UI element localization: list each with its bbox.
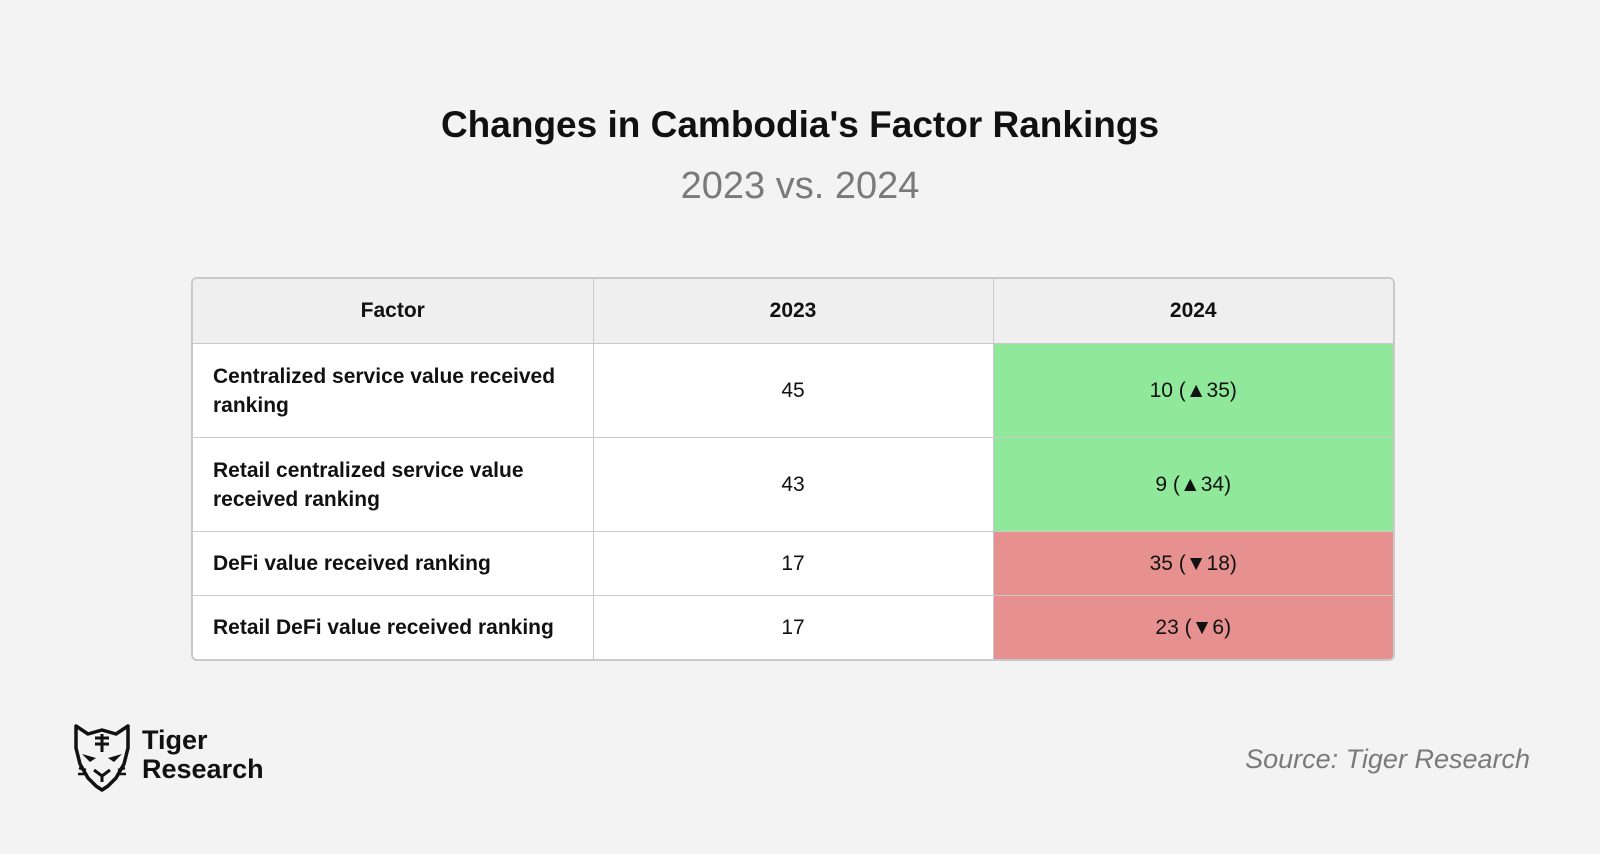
tiger-head-icon bbox=[74, 724, 130, 792]
brand-logo: Tiger Research bbox=[70, 722, 300, 792]
value-2024-cell: 10 (▲35) bbox=[992, 343, 1393, 438]
factor-cell: Centralized service value received ranki… bbox=[193, 343, 594, 438]
brand-name-line2: Research bbox=[142, 754, 264, 784]
table-row: Retail centralized service value receive… bbox=[193, 437, 1393, 532]
value-2024-cell: 23 (▼6) bbox=[992, 595, 1393, 659]
column-header-2023: 2023 bbox=[592, 279, 994, 344]
value-2023-cell: 45 bbox=[592, 343, 994, 438]
value-2023-cell: 17 bbox=[592, 531, 994, 596]
value-2024-cell: 9 (▲34) bbox=[992, 437, 1393, 532]
value-2023-cell: 43 bbox=[592, 437, 994, 532]
brand-name-line1: Tiger bbox=[142, 725, 208, 755]
source-note: Source: Tiger Research bbox=[1245, 744, 1530, 774]
value-2023-cell: 17 bbox=[592, 595, 994, 659]
table-row: Centralized service value received ranki… bbox=[193, 343, 1393, 438]
value-2024-cell: 35 (▼18) bbox=[992, 531, 1393, 596]
table-header-row: Factor 2023 2024 bbox=[193, 279, 1393, 344]
column-header-factor: Factor bbox=[193, 279, 594, 344]
factor-cell: DeFi value received ranking bbox=[193, 531, 594, 596]
rankings-table: Factor 2023 2024 Centralized service val… bbox=[191, 277, 1395, 661]
chart-subtitle: 2023 vs. 2024 bbox=[680, 165, 920, 207]
factor-cell: Retail centralized service value receive… bbox=[193, 437, 594, 532]
column-header-2024: 2024 bbox=[992, 279, 1393, 344]
factor-cell: Retail DeFi value received ranking bbox=[193, 595, 594, 659]
table-row: DeFi value received ranking 17 35 (▼18) bbox=[193, 531, 1393, 596]
chart-title: Changes in Cambodia's Factor Rankings bbox=[440, 104, 1160, 145]
table-row: Retail DeFi value received ranking 17 23… bbox=[193, 595, 1393, 659]
